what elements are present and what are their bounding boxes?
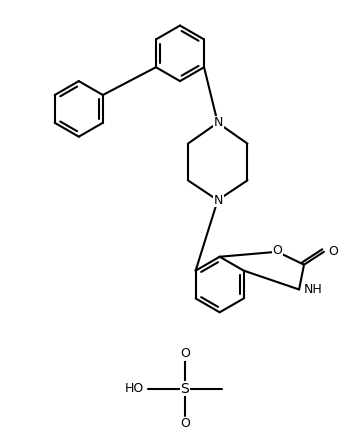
Text: O: O [180, 418, 190, 431]
Text: O: O [180, 347, 190, 360]
Text: O: O [328, 246, 338, 258]
Text: S: S [181, 382, 189, 396]
Text: N: N [214, 116, 223, 129]
Text: O: O [272, 244, 282, 257]
Text: N: N [214, 194, 223, 207]
Text: HO: HO [125, 382, 144, 395]
Text: NH: NH [304, 283, 323, 296]
